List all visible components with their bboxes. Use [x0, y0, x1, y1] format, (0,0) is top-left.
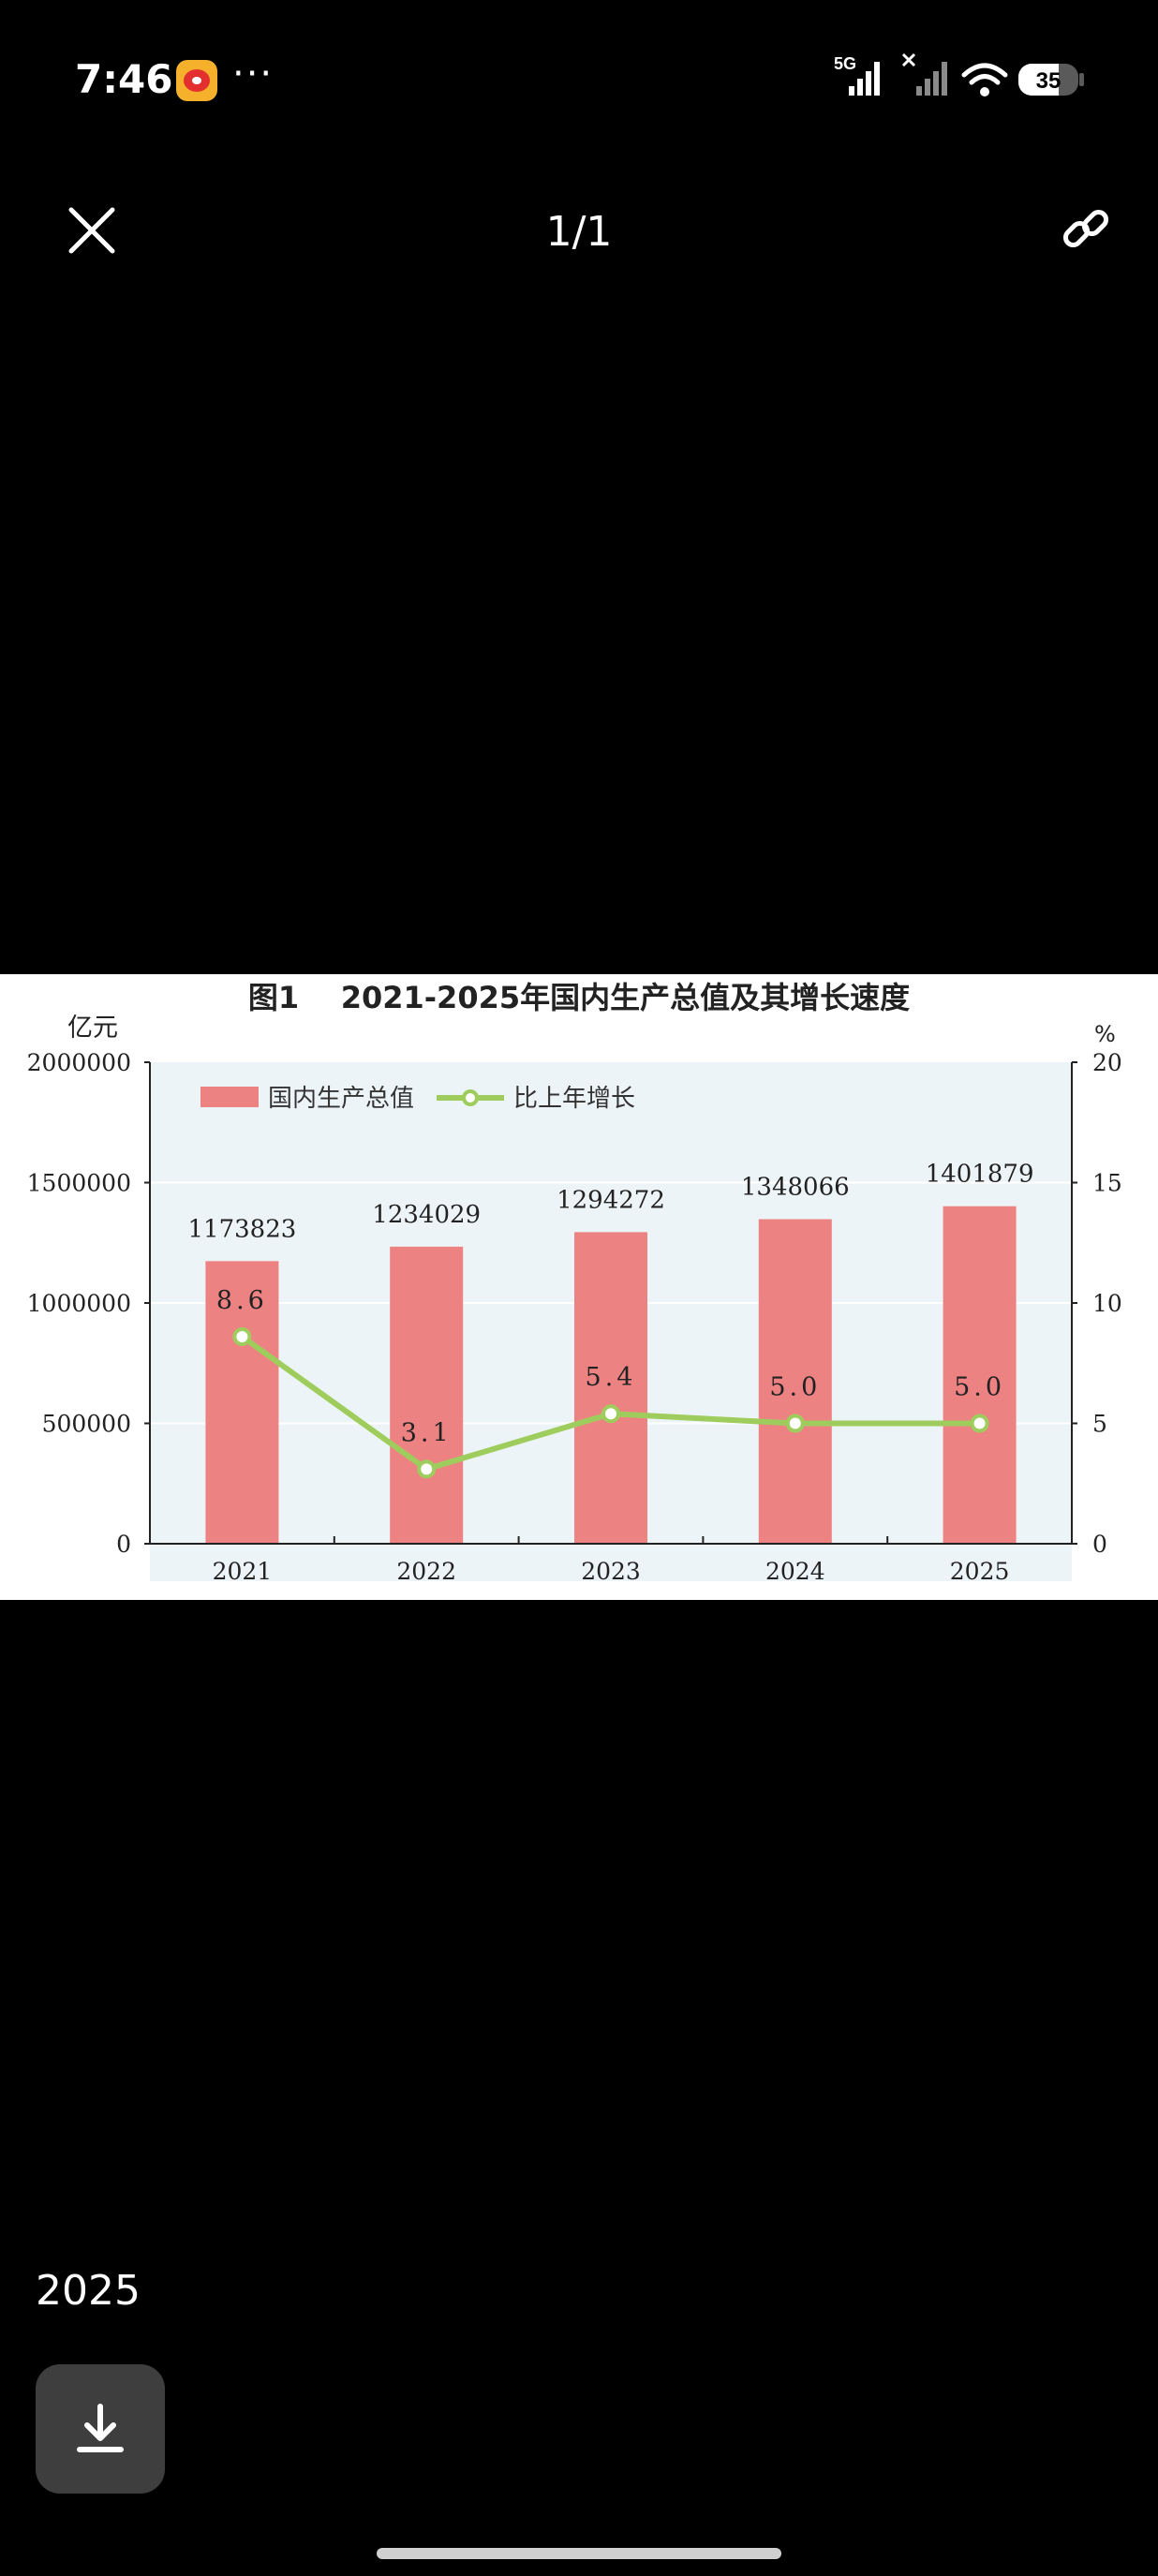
growth-value-label: 3.1 [401, 1418, 453, 1447]
growth-value-label: 8.6 [216, 1286, 268, 1315]
growth-point [970, 1414, 989, 1433]
wifi-icon [961, 63, 1008, 96]
weibo-app-icon [176, 60, 217, 101]
bar [943, 1206, 1017, 1544]
link-icon[interactable] [1057, 202, 1115, 260]
network-label: 5G [834, 54, 856, 73]
left-tick-label: 1500000 [27, 1170, 131, 1197]
bar-value-label: 1173823 [188, 1215, 297, 1243]
left-tick-label: 2000000 [27, 1049, 131, 1076]
battery-level: 35 [1036, 68, 1062, 94]
signal-icon [901, 52, 947, 96]
bar [758, 1219, 832, 1544]
bar-value-label: 1234029 [372, 1201, 481, 1229]
status-time: 7:46 [75, 56, 173, 102]
right-tick-label: 5 [1092, 1411, 1107, 1438]
legend-line-label: 比上年增长 [513, 1085, 635, 1113]
bar-value-label: 1348066 [741, 1174, 850, 1202]
right-tick-label: 20 [1092, 1049, 1122, 1076]
x-tick-label: 2022 [396, 1558, 456, 1585]
growth-value-label: 5.0 [954, 1373, 1005, 1402]
more-dots-icon: ··· [232, 52, 275, 96]
growth-point [232, 1326, 252, 1346]
bar [574, 1232, 647, 1544]
left-tick-label: 1000000 [27, 1290, 131, 1317]
growth-value-label: 5.4 [586, 1363, 637, 1392]
right-tick-label: 0 [1092, 1531, 1107, 1558]
growth-point [601, 1404, 620, 1424]
download-button[interactable] [36, 2364, 165, 2494]
legend: 国内生产总值 比上年增长 [200, 1085, 635, 1113]
x-tick-label: 2025 [950, 1558, 1010, 1585]
x-tick-label: 2021 [213, 1558, 273, 1585]
right-tick-label: 15 [1092, 1170, 1122, 1197]
image-viewer[interactable]: 图1 2021-2025年国内生产总值及其增长速度 亿元 % 1173823 12… [0, 974, 1158, 1600]
home-indicator[interactable] [377, 2548, 781, 2559]
bar-value-label: 1294272 [557, 1186, 665, 1214]
status-bar: 7:46 ··· 5G 35 [0, 0, 1158, 159]
bar-value-label: 1401879 [926, 1161, 1034, 1189]
bar [205, 1261, 279, 1544]
legend-bar-label: 国内生产总值 [268, 1085, 414, 1113]
download-icon [77, 2404, 124, 2452]
right-tick-label: 10 [1092, 1290, 1122, 1317]
image-caption: 2025 [36, 2267, 141, 2315]
gdp-chart: 图1 2021-2025年国内生产总值及其增长速度 亿元 % 1173823 12… [27, 980, 1122, 1585]
growth-point [785, 1414, 805, 1433]
viewer-top-bar [0, 178, 1158, 290]
growth-value-label: 5.0 [769, 1373, 821, 1402]
battery-icon: 35 [1018, 64, 1084, 96]
growth-point [417, 1459, 437, 1479]
left-axis-unit: 亿元 [67, 1014, 118, 1043]
chart-title: 图1 2021-2025年国内生产总值及其增长速度 [248, 980, 910, 1015]
right-axis-unit: % [1094, 1021, 1116, 1047]
close-icon[interactable] [66, 204, 118, 257]
bar [390, 1246, 464, 1544]
signal-5g-icon: 5G [834, 54, 880, 96]
left-tick-label: 0 [116, 1531, 131, 1558]
left-tick-label: 500000 [42, 1411, 131, 1438]
x-tick-label: 2024 [765, 1558, 825, 1585]
page-counter: 1/1 [545, 208, 613, 256]
x-tick-label: 2023 [581, 1558, 641, 1585]
